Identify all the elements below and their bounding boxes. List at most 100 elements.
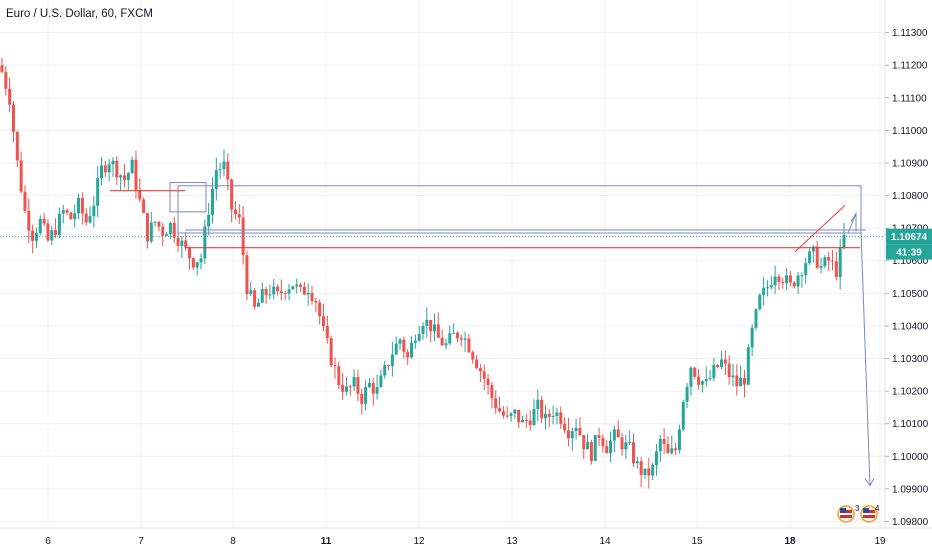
candle-body — [142, 199, 146, 213]
candle-body — [15, 131, 19, 161]
candle-body — [260, 289, 264, 303]
candle-body — [601, 437, 605, 447]
candle-body — [214, 170, 218, 190]
time-axis[interactable]: 6 7 8 11 12 13 14 15 18 19 — [45, 536, 886, 547]
candle-body — [329, 338, 333, 366]
candle-body — [180, 240, 184, 246]
candle-body — [620, 437, 624, 450]
candle-body — [808, 251, 812, 264]
candle-body — [628, 442, 632, 444]
current-price-tag: 1.10674 41:39 — [886, 228, 932, 260]
candle-body — [295, 284, 299, 287]
projection-down-leg[interactable] — [860, 231, 871, 486]
candle-body — [632, 442, 635, 464]
candle-body — [42, 218, 46, 224]
candle-body — [126, 173, 130, 180]
time-tick-label: 8 — [230, 536, 236, 547]
event-flag-us[interactable] — [860, 505, 878, 523]
red-trend-line[interactable] — [794, 204, 846, 253]
price-tick-label: 1.10400 — [892, 321, 929, 332]
candle-body — [46, 223, 50, 241]
candle-body — [501, 411, 505, 416]
candle-body — [233, 209, 237, 215]
candle-body — [287, 289, 291, 294]
candle-body — [410, 342, 414, 358]
candle-body — [92, 205, 96, 217]
origin-zone-box[interactable] — [169, 182, 207, 213]
candle-body — [321, 316, 325, 327]
candle-body — [226, 161, 230, 180]
candle-body — [693, 367, 697, 377]
candle-body — [387, 365, 391, 367]
candle-body — [383, 365, 387, 376]
candle-body — [398, 339, 402, 344]
event-count-4: 4 — [875, 504, 880, 513]
candle-body — [509, 413, 513, 416]
time-tick-label: 13 — [506, 536, 518, 547]
price-tick-label: 1.10500 — [892, 289, 929, 300]
candle-body — [65, 210, 69, 213]
economic-events[interactable]: 3 4 — [837, 504, 880, 523]
candle-body — [11, 104, 15, 132]
candle-body — [494, 398, 498, 409]
candle-body — [677, 429, 681, 451]
price-tick-label: 1.11200 — [892, 61, 928, 72]
candle-body — [765, 287, 769, 289]
candle-body — [712, 364, 716, 379]
candle-body — [0, 65, 4, 72]
candle-body — [138, 189, 142, 200]
time-axis-bg — [0, 528, 932, 550]
candle-body — [134, 159, 138, 190]
candle-body — [471, 352, 475, 360]
candle-body — [685, 386, 689, 402]
resistance-zone-box[interactable] — [177, 185, 862, 234]
candle-body — [172, 222, 176, 238]
candle-body — [279, 291, 283, 294]
candle-body — [8, 88, 12, 105]
candle-body — [406, 351, 410, 358]
candle-body — [390, 354, 394, 366]
candle-body — [103, 165, 107, 173]
event-flag-us-eu[interactable] — [837, 505, 855, 523]
candle-body — [429, 319, 433, 332]
candle-body — [207, 214, 211, 227]
candle-body — [432, 324, 436, 332]
candle-body — [299, 284, 303, 287]
candle-body — [697, 376, 701, 385]
candle-body — [490, 385, 494, 399]
candle-body — [153, 221, 157, 223]
time-tick-label: 18 — [784, 536, 796, 547]
candle-body — [716, 364, 720, 367]
candle-body — [486, 378, 490, 386]
candle-body — [804, 263, 808, 276]
projection-up-leg[interactable] — [847, 213, 857, 234]
candle-body — [658, 438, 662, 452]
candle-body — [375, 386, 379, 394]
candle-body — [681, 401, 685, 430]
candle-body — [589, 442, 593, 461]
countdown-label: 41:39 — [896, 248, 922, 259]
candle-body — [444, 343, 448, 346]
candle-body — [195, 262, 199, 268]
candle-body — [624, 442, 628, 450]
candle-body — [735, 375, 739, 387]
candle-body — [517, 409, 521, 423]
candle-body — [314, 301, 318, 303]
price-tick-label: 1.10000 — [892, 452, 929, 463]
price-axis-bg — [885, 0, 932, 550]
candle-body — [593, 435, 597, 461]
candle-body — [739, 377, 743, 387]
price-tick-label: 1.10900 — [892, 158, 929, 169]
candle-body — [4, 71, 8, 89]
candle-body — [536, 399, 540, 410]
candle-body — [524, 420, 528, 422]
candle-body — [245, 255, 249, 295]
candle-body — [199, 258, 203, 263]
candle-body — [758, 294, 762, 310]
candle-body — [455, 332, 459, 339]
candle-body — [750, 327, 754, 348]
drawing-tools[interactable] — [110, 182, 875, 487]
candle-body — [528, 420, 532, 426]
price-tick-label: 1.10100 — [892, 419, 929, 430]
